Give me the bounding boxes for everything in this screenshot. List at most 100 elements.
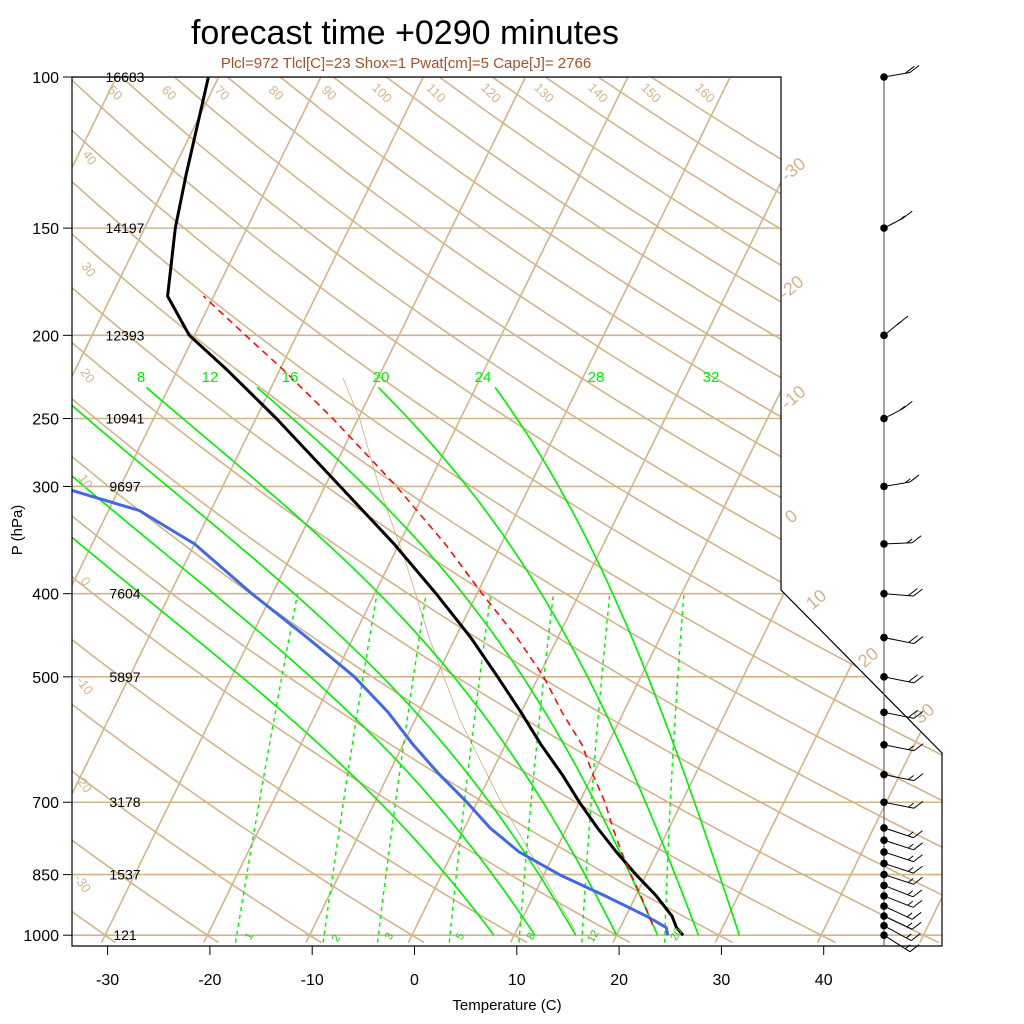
height-label: 7604 bbox=[109, 586, 140, 602]
wind-barb bbox=[880, 633, 924, 645]
barb-feather bbox=[913, 773, 924, 782]
wind-barb bbox=[880, 870, 923, 885]
barb-half-feather bbox=[907, 855, 914, 861]
barb-staff bbox=[883, 895, 914, 908]
barb-feather bbox=[913, 865, 923, 874]
mixing-ratio-line bbox=[581, 593, 611, 943]
wind-barb bbox=[880, 881, 923, 898]
mixing-ratio-line bbox=[234, 593, 299, 943]
barb-feather bbox=[908, 674, 918, 683]
moist-adiabat-line bbox=[494, 386, 741, 936]
isotherm-label: -10 bbox=[777, 381, 810, 413]
moist-adiabat-label: 28 bbox=[588, 369, 605, 386]
dry-adiabat-label: 160 bbox=[692, 80, 718, 106]
dry-adiabat-line bbox=[72, 77, 219, 944]
moist-adiabat-label: 24 bbox=[475, 369, 492, 386]
wind-barb bbox=[880, 401, 913, 423]
barb-feather bbox=[908, 709, 918, 718]
dry-adiabat-line bbox=[72, 77, 734, 944]
dry-adiabat-line bbox=[72, 77, 942, 944]
barb-feather bbox=[909, 474, 920, 483]
barb-feather bbox=[913, 842, 923, 851]
y-tick-label: 250 bbox=[32, 412, 59, 429]
barb-feather bbox=[913, 854, 923, 863]
moist-adiabat-label: 12 bbox=[202, 369, 219, 386]
dewpoint-profile-line bbox=[72, 77, 670, 936]
barb-half-feather bbox=[899, 215, 906, 221]
wind-barb bbox=[880, 902, 922, 920]
moist-adiabat-line bbox=[377, 386, 700, 936]
mixing-ratio-label: 8 bbox=[525, 931, 538, 942]
mixing-ratio-line bbox=[518, 593, 555, 943]
barb-feather bbox=[913, 876, 923, 885]
barb-staff bbox=[883, 744, 915, 752]
theta-label: -20 bbox=[72, 771, 95, 795]
isotherm-label: -30 bbox=[777, 153, 810, 185]
height-label: 5897 bbox=[109, 669, 140, 685]
mixing-ratio-line bbox=[448, 593, 492, 943]
wind-barb bbox=[880, 770, 924, 782]
height-label: 121 bbox=[113, 927, 137, 943]
x-tick-label: 20 bbox=[610, 972, 628, 989]
wind-barb bbox=[880, 673, 924, 684]
isotherm-line bbox=[305, 77, 731, 943]
isotherm-line bbox=[72, 77, 322, 943]
barb-half-feather bbox=[907, 866, 914, 872]
wind-barb bbox=[880, 892, 923, 908]
parcel-path-line bbox=[202, 295, 654, 925]
dry-adiabat-line bbox=[72, 77, 631, 944]
barb-feather bbox=[913, 743, 924, 752]
dry-adiabat-line bbox=[72, 77, 837, 944]
wind-barb bbox=[880, 210, 913, 232]
height-label: 12393 bbox=[106, 327, 145, 343]
barb-feather bbox=[907, 588, 918, 596]
y-tick-label: 200 bbox=[32, 328, 59, 345]
height-label: 10941 bbox=[106, 411, 145, 427]
barb-feather bbox=[911, 921, 922, 930]
barb-half-feather bbox=[907, 843, 914, 849]
wind-barb bbox=[880, 588, 923, 598]
x-tick-label: -20 bbox=[198, 972, 221, 989]
barb-staff bbox=[883, 711, 915, 719]
barb-feather bbox=[902, 210, 913, 219]
dry-adiabat-label: 120 bbox=[478, 80, 504, 106]
dry-adiabat-label: 60 bbox=[159, 82, 180, 103]
mixing-ratio-label: 1 bbox=[243, 931, 256, 942]
mixing-ratio-label: 20 bbox=[668, 926, 685, 943]
wind-barb bbox=[880, 824, 923, 839]
barb-feather bbox=[904, 65, 915, 74]
isotherm-line bbox=[612, 77, 942, 943]
moist-adiabat-line bbox=[145, 386, 618, 936]
barb-half-feather bbox=[906, 912, 913, 918]
wind-barb bbox=[880, 708, 924, 719]
mixing-ratio-label: 5 bbox=[454, 931, 467, 942]
isotherm-line bbox=[714, 77, 942, 943]
dry-adiabat-line bbox=[72, 77, 322, 944]
y-tick-label: 700 bbox=[32, 795, 59, 812]
x-tick-label: -10 bbox=[301, 972, 324, 989]
y-tick-label: 100 bbox=[32, 70, 59, 87]
barb-feather bbox=[909, 65, 920, 73]
barb-feather bbox=[913, 830, 923, 838]
barb-half-feather bbox=[907, 878, 914, 883]
barb-half-feather bbox=[904, 478, 911, 484]
dry-adiabat-label: 90 bbox=[319, 82, 340, 103]
sounding-profiles bbox=[72, 77, 685, 937]
isotherm-label: -20 bbox=[775, 271, 808, 303]
barb-half-feather bbox=[907, 831, 914, 837]
plot-border bbox=[71, 76, 943, 947]
moist-adiabat-line bbox=[72, 386, 536, 936]
wind-dot bbox=[880, 414, 888, 423]
barb-feather bbox=[912, 899, 923, 908]
barb-staff bbox=[883, 851, 914, 863]
moist-adiabat-line bbox=[256, 386, 659, 936]
wind-barb bbox=[880, 931, 920, 953]
wind-barb bbox=[880, 315, 909, 340]
x-tick-label: 10 bbox=[508, 972, 526, 989]
barb-half-feather bbox=[905, 933, 912, 939]
barb-feather bbox=[911, 535, 922, 544]
dry-adiabat-label: 80 bbox=[266, 82, 287, 103]
barb-staff bbox=[883, 915, 913, 930]
temperature-profile-line bbox=[166, 77, 685, 937]
